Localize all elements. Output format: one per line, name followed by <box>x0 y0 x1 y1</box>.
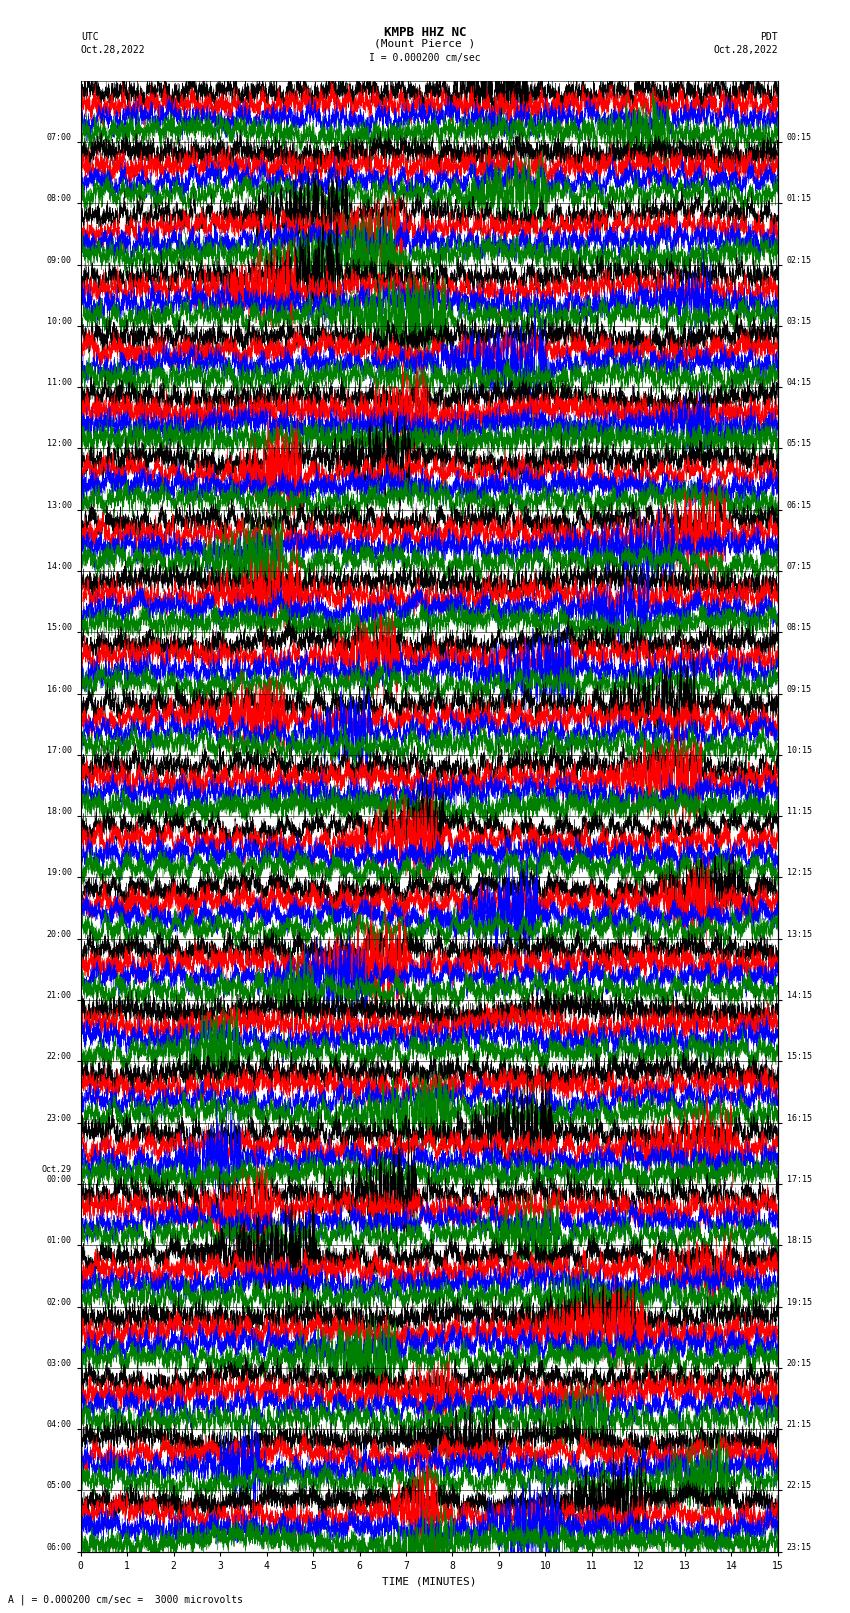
Text: Oct.28,2022: Oct.28,2022 <box>713 45 778 55</box>
Text: PDT: PDT <box>760 32 778 42</box>
Text: KMPB HHZ NC: KMPB HHZ NC <box>383 26 467 39</box>
Text: A | = 0.000200 cm/sec =  3000 microvolts: A | = 0.000200 cm/sec = 3000 microvolts <box>8 1594 243 1605</box>
X-axis label: TIME (MINUTES): TIME (MINUTES) <box>382 1576 477 1586</box>
Text: I = 0.000200 cm/sec: I = 0.000200 cm/sec <box>369 53 481 63</box>
Text: Oct.28,2022: Oct.28,2022 <box>81 45 145 55</box>
Text: (Mount Pierce ): (Mount Pierce ) <box>374 39 476 48</box>
Text: UTC: UTC <box>81 32 99 42</box>
